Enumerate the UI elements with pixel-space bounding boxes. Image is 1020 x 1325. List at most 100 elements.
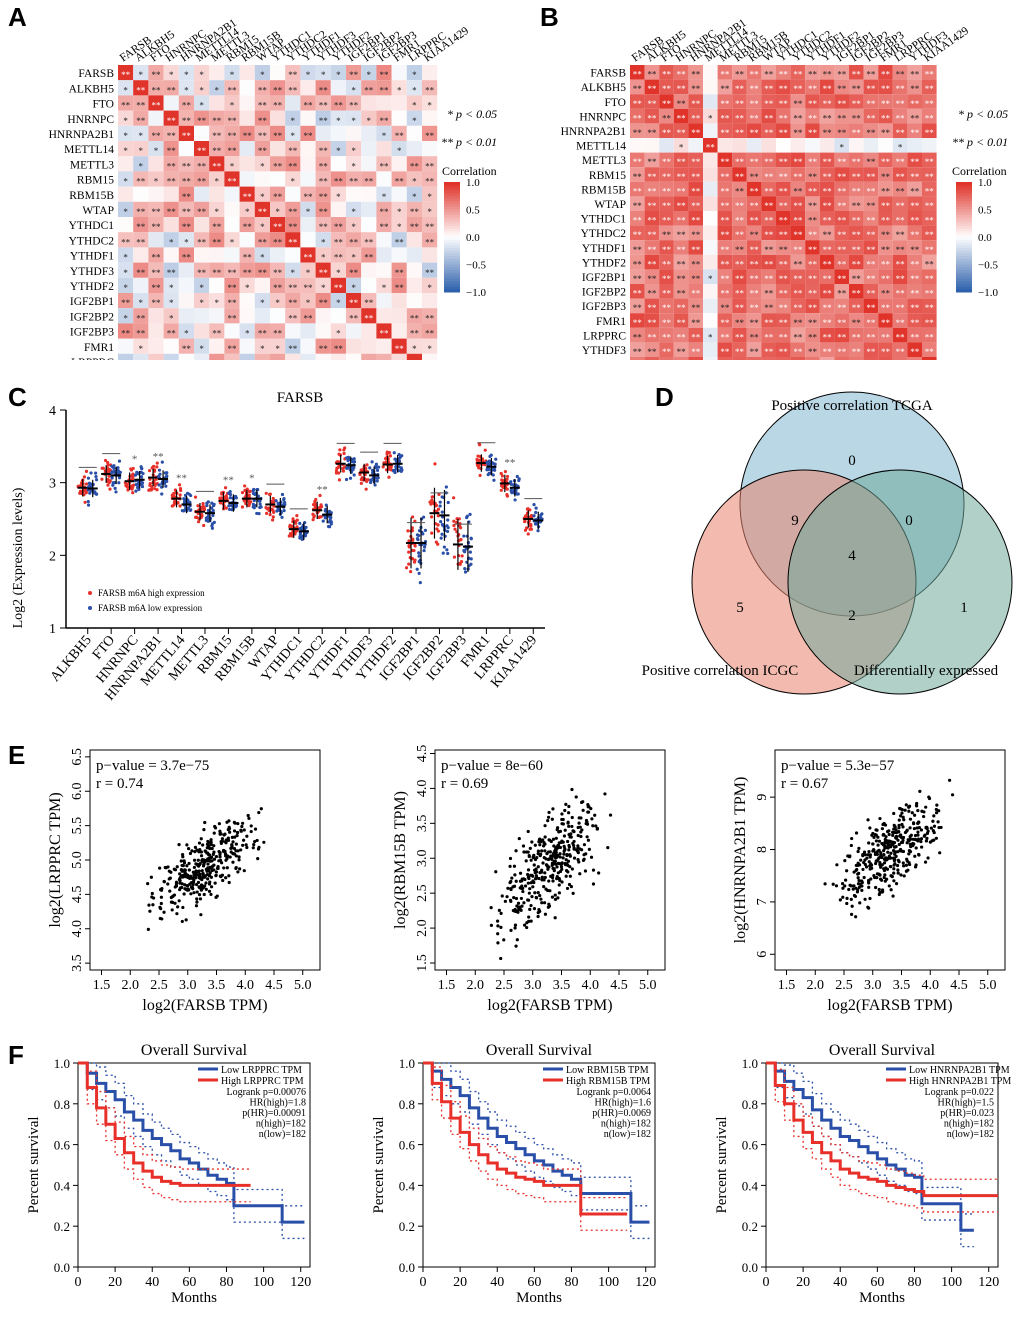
sig-star: ** — [764, 186, 774, 196]
colorbar-step — [444, 261, 460, 265]
sig-star: ** — [691, 259, 701, 269]
heatmap-cell — [863, 65, 879, 80]
heatmap-cell — [315, 277, 331, 293]
row-label: RBM15 — [77, 175, 114, 187]
row-label: YTHDF2 — [70, 281, 114, 293]
sig-star: ** — [764, 128, 774, 138]
sig-star: ** — [866, 172, 876, 182]
venn-label-tcga: Positive correlation TCGA — [771, 398, 933, 414]
expression-dot — [135, 470, 139, 474]
scatter-point — [862, 850, 867, 854]
sig-star: ** — [925, 70, 935, 80]
scatter-point — [532, 907, 537, 911]
heatmap-cell — [805, 167, 820, 182]
heatmap-cell — [406, 80, 422, 96]
heatmap-cell — [391, 353, 407, 360]
heatmap-cell — [133, 338, 149, 354]
scatter-point — [212, 844, 216, 848]
row-label: HNRNPA2B1 — [49, 129, 115, 141]
expression-dot — [417, 551, 421, 555]
expression-dot — [446, 518, 450, 522]
sig-star: ** — [896, 99, 906, 109]
heatmap-cell — [163, 80, 179, 96]
scatter-point — [512, 896, 516, 900]
expression-dot — [342, 451, 346, 456]
expression-dot — [178, 486, 183, 491]
scatter-point — [910, 811, 914, 815]
scatter-point — [589, 806, 593, 811]
sig-star: ** — [410, 329, 420, 339]
scatter-point — [529, 858, 533, 862]
heatmap-cell — [630, 123, 645, 138]
expression-dot — [439, 536, 443, 540]
expression-dot — [240, 490, 245, 495]
heatmap-cell — [863, 167, 879, 182]
scatter-point — [891, 894, 895, 898]
sig-star: * — [412, 116, 417, 126]
sig-star: ** — [364, 298, 374, 308]
scatter-point — [922, 814, 926, 819]
heatmap-cell — [834, 79, 849, 95]
row-label: HNRNPC — [67, 114, 114, 126]
scatter-point — [882, 857, 887, 861]
expression-dot — [517, 478, 521, 483]
colorbar-tick: −1.0 — [978, 287, 998, 299]
sig-star: ** — [349, 237, 359, 247]
sig-star: ** — [633, 70, 643, 80]
sig-star: * — [336, 146, 341, 156]
scatter-point — [195, 900, 199, 904]
scatter-point — [526, 898, 531, 902]
scatter-point — [885, 858, 889, 862]
sig-star: * — [275, 298, 280, 308]
sig-star: ** — [167, 85, 177, 95]
sig-star: * — [139, 131, 144, 141]
heatmap-cell — [688, 284, 703, 299]
heatmap-cell — [270, 80, 286, 96]
scatter-point — [513, 923, 518, 927]
heatmap-cell — [285, 353, 301, 360]
sig-star: * — [839, 143, 844, 153]
colorbar-step — [956, 261, 972, 265]
colorbar-step — [444, 281, 460, 285]
heatmap-cell — [688, 65, 703, 80]
heatmap-cell — [422, 125, 438, 141]
scatter-point — [561, 840, 565, 844]
scatter-point — [556, 844, 561, 848]
heatmap-cell — [300, 293, 316, 309]
scatter-point — [860, 879, 864, 883]
sig-star: ** — [852, 186, 862, 196]
scatter-point — [852, 884, 856, 888]
heatmap-cell — [805, 240, 820, 255]
sig-star: ** — [779, 216, 789, 226]
sig-star: ** — [662, 347, 672, 357]
heatmap-cell — [239, 217, 255, 233]
sig-star: ** — [212, 359, 222, 360]
heatmap-cell — [163, 110, 179, 126]
expression-dot — [429, 515, 434, 519]
scatter-point — [529, 903, 533, 908]
expression-dot — [129, 484, 134, 488]
expression-dot — [446, 551, 450, 556]
scatter-point — [545, 864, 549, 868]
expression-dot — [164, 475, 169, 479]
heatmap-cell — [239, 110, 255, 126]
expression-dot — [125, 485, 129, 489]
sig-star: ** — [662, 245, 672, 255]
sig-star: ** — [823, 99, 833, 109]
sig-star: ** — [182, 192, 192, 202]
expression-dot — [82, 475, 87, 479]
scatter-point — [867, 850, 871, 854]
scatter-point — [213, 881, 217, 885]
heatmap-cell — [422, 95, 438, 111]
sig-star: ** — [925, 332, 935, 342]
sig-star: * — [351, 222, 356, 232]
panel-label-f: F — [8, 1040, 24, 1070]
sig-star: ** — [881, 157, 891, 167]
heatmap-cell — [376, 232, 392, 248]
colorbar-step — [956, 248, 972, 252]
heatmap-cell — [422, 277, 438, 293]
scatter-point — [520, 884, 524, 888]
sig-star: * — [291, 268, 296, 278]
sig-star: ** — [691, 172, 701, 182]
heatmap-cell — [922, 284, 937, 299]
